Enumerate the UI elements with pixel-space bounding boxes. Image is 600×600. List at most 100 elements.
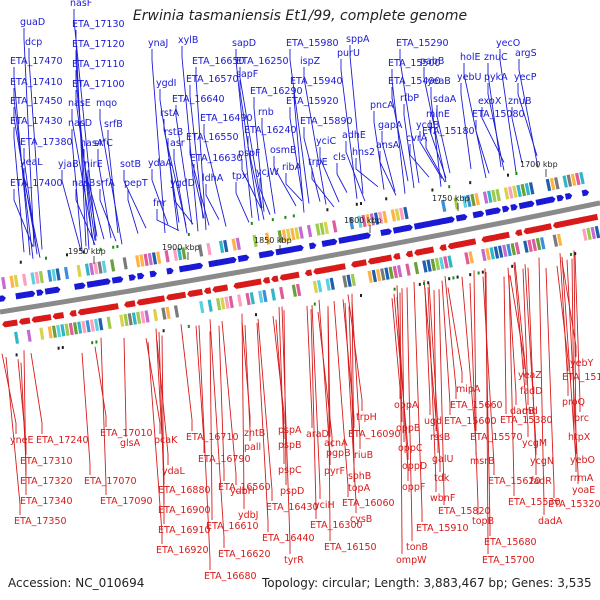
gene-label-yeaz[interactable]: yeaZ: [518, 370, 542, 381]
gene-label-eta-16440[interactable]: ETA_16440: [262, 533, 315, 544]
gene-label-eta-16090[interactable]: ETA_16090: [348, 429, 401, 440]
gene-label-pspa[interactable]: pspA: [278, 425, 302, 436]
gene-label-sapf[interactable]: sapF: [236, 69, 258, 80]
gene-label-ugd[interactable]: ugd: [424, 416, 442, 427]
gene-label-eta-15530[interactable]: ETA_15530: [508, 497, 561, 508]
gene-label-eta-15380[interactable]: ETA_15380: [500, 415, 553, 426]
gene-label-rnd[interactable]: rnd: [522, 406, 538, 417]
gene-label-ycgm[interactable]: ycgM: [522, 438, 547, 449]
gene-label-sppa[interactable]: sppA: [346, 34, 370, 45]
gene-label-eta-16680[interactable]: ETA_16680: [204, 571, 257, 582]
gene-label-eta-16900[interactable]: ETA_16900: [158, 505, 211, 516]
gene-label-pspc[interactable]: pspC: [278, 465, 302, 476]
gene-label-gapa[interactable]: gapA: [378, 120, 403, 131]
gene-label-eta-17100[interactable]: ETA_17100: [72, 79, 125, 90]
gene-label-eta-16150[interactable]: ETA_16150: [324, 542, 377, 553]
gene-label-yeal[interactable]: yeaL: [20, 157, 43, 168]
gene-label-eta-17380[interactable]: ETA_17380: [20, 137, 73, 148]
gene-label-prc[interactable]: prc: [574, 413, 589, 424]
gene-label-eta-15080[interactable]: ETA_15080: [472, 109, 525, 120]
gene-label-nase[interactable]: nasE: [68, 98, 91, 109]
gene-label-eta-16620[interactable]: ETA_16620: [218, 549, 271, 560]
gene-label-zntb[interactable]: zntB: [244, 428, 265, 439]
gene-label-adhe[interactable]: adhE: [342, 130, 366, 141]
gene-label-eta-16300[interactable]: ETA_16300: [310, 520, 363, 531]
gene-label-eta-15600[interactable]: ETA_15600: [444, 416, 497, 427]
gene-label-eta-16910[interactable]: ETA_16910: [158, 525, 211, 536]
gene-label-puru[interactable]: purU: [337, 48, 360, 59]
gene-label-ldha[interactable]: ldhA: [202, 173, 224, 184]
gene-label-eta-16060[interactable]: ETA_16060: [342, 498, 395, 509]
gene-label-dcp[interactable]: dcp: [25, 37, 42, 48]
gene-label-eta-16920[interactable]: ETA_16920: [156, 545, 209, 556]
gene-label-yebu[interactable]: yebU: [457, 72, 481, 83]
gene-label-ycgb[interactable]: ycgB: [416, 120, 439, 131]
gene-label-hns2[interactable]: hns2: [352, 147, 375, 158]
gene-label-eta-17130[interactable]: ETA_17130: [72, 19, 125, 30]
gene-label-nasb[interactable]: nasB: [72, 178, 95, 189]
gene-label-eta-17070[interactable]: ETA_17070: [84, 476, 137, 487]
gene-label-eta-15290[interactable]: ETA_15290: [396, 38, 449, 49]
gene-label-trph[interactable]: trpH: [356, 412, 377, 423]
gene-label-pabb[interactable]: pabB: [420, 56, 444, 67]
gene-label-ydbj[interactable]: ydbJ: [238, 510, 258, 521]
gene-label-yebo[interactable]: yebO: [570, 455, 595, 466]
gene-label-eta-16290[interactable]: ETA_16290: [250, 86, 303, 97]
gene-label-wbnf[interactable]: wbnF: [430, 493, 455, 504]
gene-label-eta-15890[interactable]: ETA_15890: [300, 116, 353, 127]
gene-label-oppc[interactable]: oppC: [398, 443, 423, 454]
gene-label-eta-15570[interactable]: ETA_15570: [470, 432, 523, 443]
gene-label-eta-16650[interactable]: ETA_16650: [192, 56, 245, 67]
gene-label-eta-15700[interactable]: ETA_15700: [482, 555, 535, 566]
gene-label-eta-15620[interactable]: ETA_15620: [488, 476, 541, 487]
gene-label-dadb[interactable]: dadB: [510, 406, 534, 417]
gene-label-eta-17320[interactable]: ETA_17320: [20, 476, 73, 487]
gene-label-cvra[interactable]: cvrA: [406, 133, 428, 144]
gene-label-cls[interactable]: cls: [333, 152, 346, 163]
gene-label-riba[interactable]: ribA: [282, 162, 302, 173]
gene-label-rsta[interactable]: rstA: [160, 108, 180, 119]
gene-label-ydal[interactable]: ydaL: [162, 466, 185, 477]
gene-label-proq[interactable]: proQ: [562, 397, 585, 408]
gene-label-ygdd[interactable]: ygdD: [170, 178, 195, 189]
gene-label-nasd[interactable]: nasD: [68, 118, 92, 129]
gene-label-eta-15980[interactable]: ETA_15980: [286, 38, 339, 49]
gene-label-rssb[interactable]: rssB: [430, 432, 450, 443]
gene-label-acna[interactable]: acnA: [324, 438, 348, 449]
gene-label-topa[interactable]: topA: [348, 483, 371, 494]
gene-label-nasa[interactable]: nasA: [80, 138, 104, 149]
gene-label-eta-16560[interactable]: ETA_16560: [218, 482, 271, 493]
gene-label-sdaa[interactable]: sdaA: [433, 94, 457, 105]
gene-label-ycjw[interactable]: ycjW: [256, 167, 279, 178]
gene-label-ygdi[interactable]: ygdI: [156, 78, 176, 89]
gene-label-eta-16640[interactable]: ETA_16640: [172, 94, 225, 105]
gene-label-pspb[interactable]: pspB: [278, 440, 302, 451]
gene-label-eta-17090[interactable]: ETA_17090: [100, 496, 153, 507]
gene-label-glsa[interactable]: glsA: [120, 438, 141, 449]
gene-label-mqo[interactable]: mqo: [96, 98, 117, 109]
gene-label-oppa[interactable]: oppA: [394, 400, 419, 411]
gene-label-eta-15940[interactable]: ETA_15940: [290, 76, 343, 87]
gene-label-eta-17350[interactable]: ETA_17350: [14, 516, 67, 527]
gene-label-srfc[interactable]: srfC: [94, 138, 113, 149]
gene-label-oppd[interactable]: oppD: [402, 461, 427, 472]
gene-label-eta-16790[interactable]: ETA_16790: [198, 454, 251, 465]
gene-label-tdk[interactable]: tdk: [434, 473, 450, 484]
gene-label-sapd[interactable]: sapD: [232, 38, 256, 49]
gene-label-dada[interactable]: dadA: [538, 516, 563, 527]
gene-label-yeab[interactable]: yeaB: [427, 76, 451, 87]
gene-label-eta-15820[interactable]: ETA_15820: [438, 506, 491, 517]
gene-label-eta-17450[interactable]: ETA_17450: [10, 96, 63, 107]
gene-label-msrb[interactable]: msrB: [470, 456, 495, 467]
gene-label-osmb[interactable]: osmB: [270, 145, 297, 156]
gene-label-eta-16250[interactable]: ETA_16250: [236, 56, 289, 67]
gene-label-ycih[interactable]: yciH: [314, 500, 335, 511]
gene-label-pnca[interactable]: pncA: [370, 100, 394, 111]
gene-label-eta-17240[interactable]: ETA_17240: [36, 435, 89, 446]
gene-label-eta-17310[interactable]: ETA_17310: [20, 456, 73, 467]
gene-label-eta-17340[interactable]: ETA_17340: [20, 496, 73, 507]
gene-label-yjab[interactable]: yjaB: [58, 159, 79, 170]
gene-label-rstb[interactable]: rstB: [164, 127, 183, 138]
gene-label-rrma[interactable]: rrmA: [570, 473, 594, 484]
gene-label-eta-15320[interactable]: ETA_15320: [548, 499, 600, 510]
